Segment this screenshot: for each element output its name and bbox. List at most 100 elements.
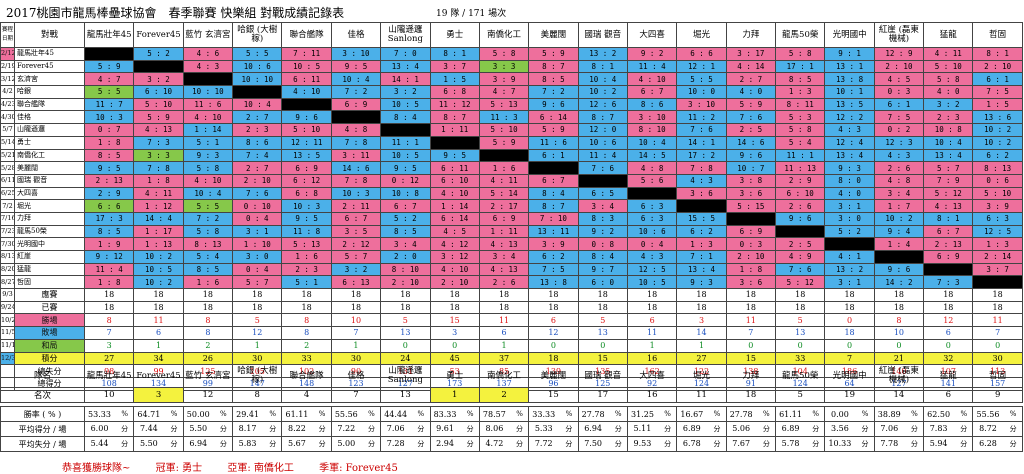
score-cell: 13 : 4: [380, 59, 431, 74]
score-cell: 4 : 3: [676, 173, 727, 188]
stat-unit: 分: [417, 440, 425, 448]
stat-row: 平均失分 / 場 5.44 分 5.50 分 6.94 分 5.83 分 5.67 分 5.00 分 7.…: [0, 436, 1023, 452]
score-text: 8 : 13: [984, 163, 1012, 173]
score-text: 0 : 3: [887, 87, 911, 97]
score-text: 5 : 10: [984, 188, 1012, 198]
team-row: 7/30 光明國中 1 : 9 1 : 13 8 : 13 1 : 10 5 : 13 2 :…: [0, 237, 1023, 251]
score-text: 4 : 0: [739, 87, 763, 97]
score-text: 9 : 1: [838, 49, 861, 59]
game-date: 11/5: [0, 326, 15, 340]
score-text: 8 : 7: [542, 201, 565, 211]
stat-value: 6.28: [979, 439, 997, 448]
score-cell: 11 : 4: [626, 59, 678, 74]
score-cell: 13 : 2: [577, 47, 628, 61]
team-header: 藍竹 玄濟宮: [182, 22, 234, 48]
stat-value: 4.72: [485, 439, 504, 448]
stat-cell: 4.72 分: [478, 436, 530, 452]
score-text: 3 : 9: [542, 239, 565, 249]
score-text: 3 : 4: [492, 252, 516, 262]
stat-unit: %: [368, 409, 375, 418]
score-cell: 8 : 5: [775, 72, 826, 87]
score-text: 8 : 1: [591, 62, 615, 72]
date-header: 賽程 日期: [0, 22, 15, 48]
stat-value: 50.00: [186, 409, 210, 419]
score-text: 8 : 10: [638, 125, 666, 135]
summary-value: 12: [528, 326, 579, 340]
score-cell: 8 : 5: [182, 262, 234, 277]
score-text: 8 : 13: [194, 239, 222, 249]
team-name: 哈銀: [14, 85, 85, 99]
stat-value: 61.11: [779, 409, 802, 419]
score-text: 4 : 11: [144, 188, 173, 198]
score-cell: 6 : 2: [528, 250, 579, 264]
score-cell: 4 : 10: [429, 186, 480, 201]
score-cell: 5 : 13: [478, 97, 530, 112]
score-text: 4 : 3: [690, 176, 713, 186]
stat-value: 7.22: [337, 424, 356, 433]
vs-header: 對戰: [14, 22, 85, 48]
score-cell: 4 : 10: [429, 262, 480, 277]
score-cell: 13 : 11: [528, 224, 579, 239]
summary-value: 5: [577, 313, 628, 328]
score-cell: 3 : 12: [429, 250, 480, 264]
game-date: 12/3: [0, 351, 15, 366]
score-text: 6 : 3: [640, 201, 664, 211]
score-cell: 4 : 3: [626, 250, 678, 264]
score-cell: 1 : 8: [83, 275, 135, 290]
score-text: 14 : 6: [737, 138, 765, 148]
team-name: Forever45: [14, 59, 85, 74]
score-cell: 4 : 8: [330, 123, 382, 137]
score-cell: 6 : 9: [923, 250, 974, 264]
score-cell: 5 : 5: [676, 72, 727, 87]
score-cell: 9 : 5: [330, 59, 382, 74]
team-row: 2/19 Forever45 5 : 9 4 : 3 10 : 6 10 : 5 9 : 5…: [0, 59, 1023, 74]
score-cell: 0 : 4: [232, 211, 283, 226]
stat-unit: 分: [614, 440, 622, 448]
team-row: 8/27 哲固 1 : 8 10 : 2 1 : 6 5 : 7 5 : 1 6 : 13 2 …: [0, 275, 1023, 290]
score-cell: 4 : 8: [873, 173, 925, 188]
score-text: 3 : 10: [638, 112, 666, 122]
score-cell: 3 : 9: [478, 72, 530, 87]
rank-value: 16: [626, 387, 678, 403]
score-text: 6 : 14: [539, 112, 567, 122]
team-header: 南僑化工: [478, 22, 530, 48]
score-text: 2 : 5: [788, 239, 812, 249]
team-header: 美麗闊: [528, 22, 579, 48]
stat-value: 7.06: [386, 424, 405, 433]
score-cell: 5 : 9: [83, 59, 135, 74]
team-header: 堀光: [676, 22, 727, 48]
score-text: 13 : 6: [984, 112, 1012, 122]
team-header: Forever45: [133, 364, 184, 388]
score-text: 17 : 1: [786, 62, 814, 72]
stat-cell: 5.44 分: [83, 436, 135, 452]
rank-value: 4: [281, 387, 332, 403]
stat-value: 31.25: [631, 409, 654, 419]
game-date: 4/30: [0, 110, 15, 125]
score-text: 4 : 13: [490, 265, 518, 275]
score-text: 7 : 8: [690, 163, 713, 173]
score-cell: 14 : 6: [725, 135, 777, 150]
score-cell: 8 : 4: [577, 250, 628, 264]
score-text: 7 : 8: [147, 163, 170, 173]
score-cell: 4 : 11: [478, 173, 530, 188]
score-text: 4 : 12: [441, 239, 469, 249]
score-text: 6 : 9: [295, 163, 318, 173]
score-text: 10 : 5: [144, 265, 173, 275]
score-cell: 6 : 1: [873, 97, 925, 112]
score-text: 8 : 10: [391, 265, 419, 275]
score-cell: 2 : 12: [330, 237, 382, 251]
score-text: 12 : 0: [589, 125, 617, 135]
score-cell: 5 : 14: [478, 186, 530, 201]
score-text: 9 : 2: [591, 226, 615, 236]
score-cell: 10 : 8: [923, 123, 974, 137]
score-text: 5 : 2: [394, 214, 417, 224]
summary-value: 18: [330, 300, 382, 315]
score-cell: 11 : 4: [577, 148, 628, 163]
score-cell: 7 : 6: [577, 161, 628, 175]
summary-value: 18: [528, 351, 579, 366]
score-cell: 13 : 4: [923, 148, 974, 163]
summary-value: 8: [182, 313, 234, 328]
game-date: 9/3: [0, 288, 15, 302]
summary-value: 7: [330, 326, 382, 340]
stat-value: 5.67: [288, 439, 306, 448]
